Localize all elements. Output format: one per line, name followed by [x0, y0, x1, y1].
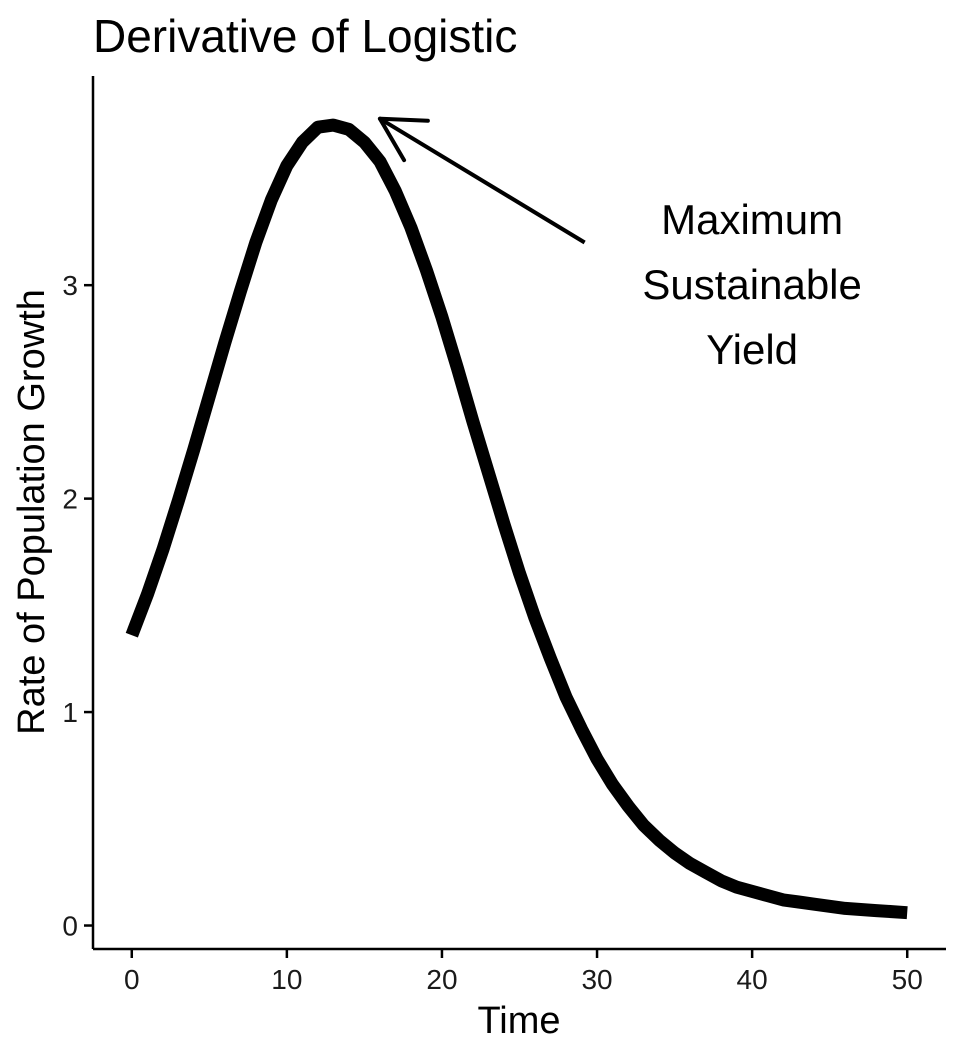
- x-ticks: 0 10 20 30 40 50: [124, 949, 923, 995]
- x-axis-title: Time: [477, 1000, 560, 1042]
- annotation-arrow-head: [377, 116, 430, 123]
- y-tick-label: 3: [62, 270, 78, 301]
- plot-area: 0 1 2 3 0 10 20 30 40 50 Maximum Sustainable Yield: [62, 76, 946, 995]
- x-tick-label: 10: [271, 964, 302, 995]
- x-tick-label: 50: [892, 964, 923, 995]
- y-tick-label: 2: [62, 484, 78, 515]
- annotation-line: Maximum: [661, 196, 843, 243]
- y-ticks: 0 1 2 3: [62, 270, 93, 942]
- x-tick-label: 0: [124, 964, 140, 995]
- x-tick-label: 20: [426, 964, 457, 995]
- annotation-arrow-shaft: [378, 116, 586, 245]
- y-tick-label: 0: [62, 911, 78, 942]
- y-tick-label: 1: [62, 697, 78, 728]
- series-line: [125, 118, 908, 920]
- x-tick-label: 30: [581, 964, 612, 995]
- annotation-line: Sustainable: [642, 261, 862, 308]
- annotation-arrow: [377, 116, 586, 245]
- annotation-arrow-head: [377, 116, 407, 163]
- y-axis-title: Rate of Population Growth: [11, 289, 53, 735]
- x-tick-label: 40: [737, 964, 768, 995]
- annotation-text: Maximum Sustainable Yield: [642, 196, 862, 373]
- chart-title: Derivative of Logistic: [93, 10, 517, 62]
- annotation-line: Yield: [706, 326, 798, 373]
